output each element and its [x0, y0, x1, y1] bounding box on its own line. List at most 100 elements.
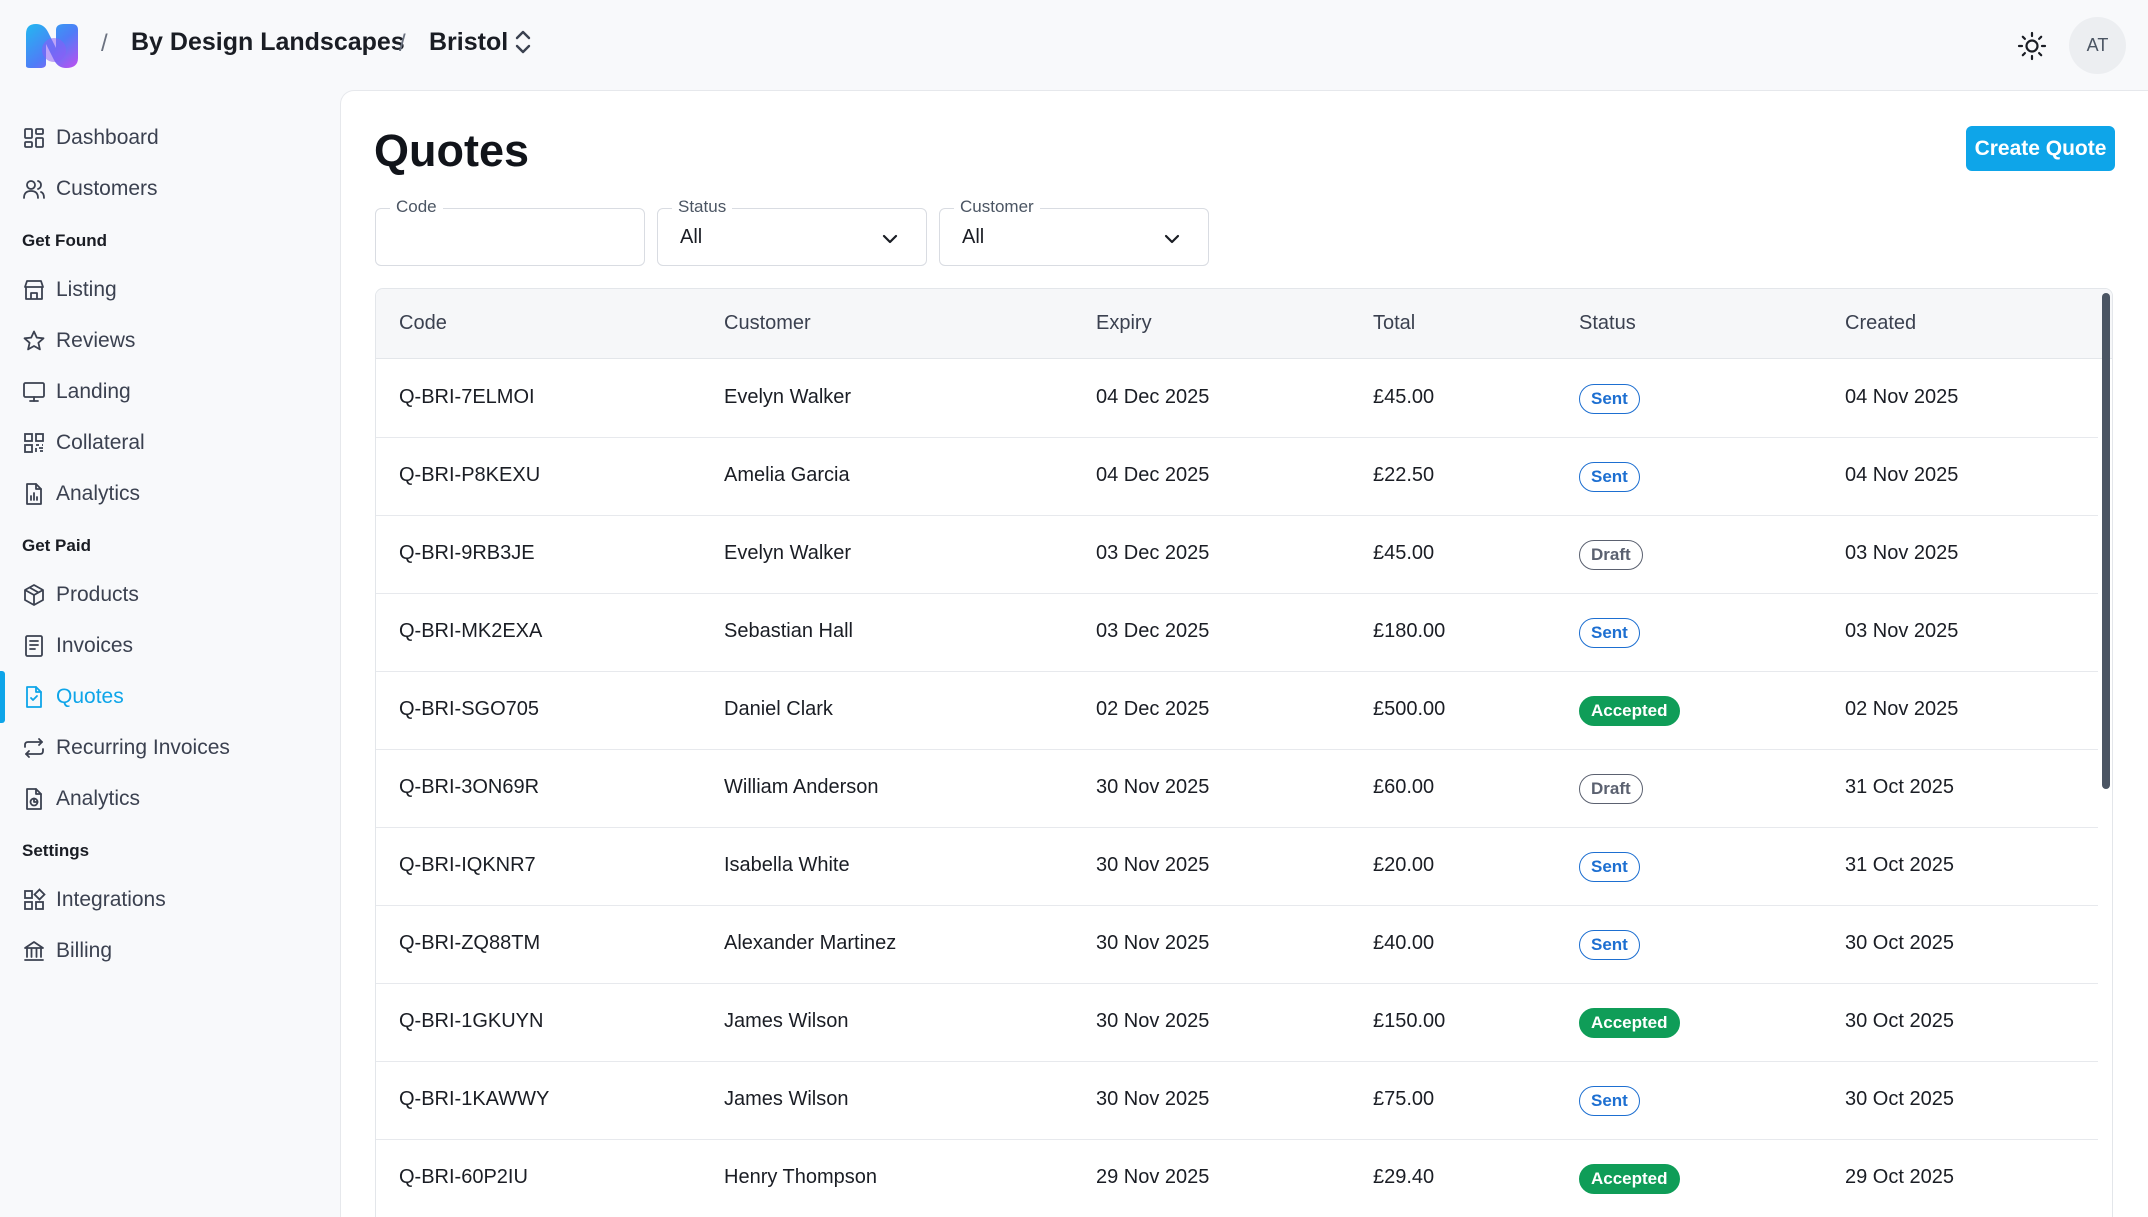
quote-expiry: 03 Dec 2025	[1096, 620, 1210, 642]
quote-customer: Evelyn Walker	[724, 386, 852, 408]
quote-total: £75.00	[1373, 1088, 1435, 1110]
quote-expiry: 30 Nov 2025	[1096, 1010, 1210, 1032]
status-badge: Accepted	[1579, 1164, 1680, 1194]
quote-customer: Evelyn Walker	[724, 542, 852, 564]
quote-code: Q-BRI-7ELMOI	[399, 386, 535, 408]
status-badge: Sent	[1579, 618, 1640, 648]
code-filter-input[interactable]	[386, 225, 626, 248]
sidebar-item-quotes[interactable]: Quotes	[22, 677, 124, 717]
quote-expiry: 03 Dec 2025	[1096, 542, 1210, 564]
chevron-down-icon	[1164, 234, 1180, 244]
sidebar-item-analytics-paid[interactable]: Analytics	[22, 779, 140, 819]
quote-created: 30 Oct 2025	[1845, 932, 1954, 954]
sidebar-item-label: Listing	[56, 278, 117, 301]
table-row[interactable]: Q-BRI-MK2EXA Sebastian Hall 03 Dec 2025 £18…	[376, 594, 2098, 672]
sidebar-item-label: Reviews	[56, 329, 136, 352]
monitor-icon	[23, 382, 45, 402]
sidebar-item-integrations[interactable]: Integrations	[22, 880, 166, 920]
sidebar-item-label: Recurring Invoices	[56, 736, 230, 759]
quote-created: 03 Nov 2025	[1845, 542, 1959, 564]
user-avatar[interactable]: AT	[2069, 17, 2126, 74]
table-row[interactable]: Q-BRI-ZQ88TM Alexander Martinez 30 Nov 202…	[376, 906, 2098, 984]
status-badge: Draft	[1579, 774, 1643, 804]
location-switcher-icon[interactable]	[512, 28, 534, 56]
code-filter[interactable]: Code	[375, 197, 645, 266]
sidebar-item-invoices[interactable]: Invoices	[22, 626, 133, 666]
status-filter[interactable]: Status All	[657, 197, 927, 266]
table-row[interactable]: Q-BRI-1KAWWY James Wilson 30 Nov 2025 £75.0…	[376, 1062, 2098, 1140]
quote-code: Q-BRI-1GKUYN	[399, 1010, 544, 1032]
quote-total: £60.00	[1373, 776, 1435, 798]
main-panel: Quotes Create Quote Code Status All Cust…	[340, 90, 2148, 1217]
quote-created: 03 Nov 2025	[1845, 620, 1959, 642]
quote-expiry: 30 Nov 2025	[1096, 1088, 1210, 1110]
sidebar-item-customers[interactable]: Customers	[22, 169, 158, 209]
star-icon	[23, 330, 45, 351]
active-indicator	[0, 671, 5, 723]
table-row[interactable]: Q-BRI-9RB3JE Evelyn Walker 03 Dec 2025 £45.…	[376, 516, 2098, 594]
column-header-status[interactable]: Status	[1579, 312, 1636, 334]
status-badge: Sent	[1579, 852, 1640, 882]
column-header-total[interactable]: Total	[1373, 312, 1416, 334]
sidebar-item-listing[interactable]: Listing	[22, 270, 117, 310]
location-name[interactable]: Bristol	[429, 28, 509, 56]
quote-total: £22.50	[1373, 464, 1435, 486]
quote-code: Q-BRI-MK2EXA	[399, 620, 543, 642]
customer-filter[interactable]: Customer All	[939, 197, 1209, 266]
quote-customer: James Wilson	[724, 1010, 849, 1032]
quote-expiry: 04 Dec 2025	[1096, 464, 1210, 486]
chevron-down-icon	[882, 234, 898, 244]
sidebar-item-label: Integrations	[56, 888, 166, 911]
table-row[interactable]: Q-BRI-SGO705 Daniel Clark 02 Dec 2025 £500.…	[376, 672, 2098, 750]
sidebar-item-products[interactable]: Products	[22, 575, 139, 615]
quote-expiry: 29 Nov 2025	[1096, 1166, 1210, 1188]
sidebar-item-billing[interactable]: Billing	[22, 931, 112, 971]
breadcrumb-separator: /	[101, 30, 108, 57]
sidebar-item-dashboard[interactable]: Dashboard	[22, 118, 159, 158]
qr-icon	[24, 433, 44, 453]
sidebar-item-analytics-found[interactable]: Analytics	[22, 474, 140, 514]
quote-total: £150.00	[1373, 1010, 1446, 1032]
quote-expiry: 02 Dec 2025	[1096, 698, 1210, 720]
customer-filter-value: All	[962, 226, 985, 248]
column-header-created[interactable]: Created	[1845, 312, 1917, 334]
table-row[interactable]: Q-BRI-7ELMOI Evelyn Walker 04 Dec 2025 £45.…	[376, 360, 2098, 438]
quote-total: £40.00	[1373, 932, 1435, 954]
table-row[interactable]: Q-BRI-60P2IU Henry Thompson 29 Nov 2025 £29…	[376, 1140, 2098, 1217]
create-quote-button[interactable]: Create Quote	[1966, 126, 2115, 171]
chart-file-icon	[26, 483, 42, 505]
sidebar-item-label: Landing	[56, 380, 131, 403]
sidebar-item-label: Billing	[56, 939, 113, 962]
table-row[interactable]: Q-BRI-3ON69R William Anderson 30 Nov 2025 £…	[376, 750, 2098, 828]
quote-code: Q-BRI-60P2IU	[399, 1166, 528, 1188]
org-name[interactable]: By Design Landscapes	[131, 28, 405, 56]
sidebar-item-collateral[interactable]: Collateral	[22, 423, 145, 463]
sidebar-item-recurring-invoices[interactable]: Recurring Invoices	[22, 728, 230, 768]
quote-total: £45.00	[1373, 386, 1435, 408]
sidebar-item-reviews[interactable]: Reviews	[22, 321, 135, 361]
table-row[interactable]: Q-BRI-1GKUYN James Wilson 30 Nov 2025 £150.…	[376, 984, 2098, 1062]
bank-icon	[24, 941, 44, 961]
quote-expiry: 30 Nov 2025	[1096, 932, 1210, 954]
quote-expiry: 30 Nov 2025	[1096, 776, 1210, 798]
quote-total: £45.00	[1373, 542, 1435, 564]
table-row[interactable]: Q-BRI-IQKNR7 Isabella White 30 Nov 2025 £20…	[376, 828, 2098, 906]
sidebar-item-label: Invoices	[56, 634, 134, 657]
status-badge: Sent	[1579, 1086, 1640, 1116]
quote-customer: Henry Thompson	[724, 1166, 878, 1188]
column-header-customer[interactable]: Customer	[724, 312, 811, 334]
app-logo-icon[interactable]	[22, 20, 80, 70]
box-icon	[24, 584, 44, 606]
table-scrollbar[interactable]	[2102, 293, 2110, 789]
quote-customer: William Anderson	[724, 776, 879, 798]
theme-toggle-icon[interactable]	[2017, 31, 2047, 61]
status-filter-label: Status	[672, 197, 733, 217]
sidebar-item-landing[interactable]: Landing	[22, 372, 131, 412]
table-row[interactable]: Q-BRI-P8KEXU Amelia Garcia 04 Dec 2025 £22.…	[376, 438, 2098, 516]
column-header-code[interactable]: Code	[399, 312, 447, 334]
sidebar-item-label: Collateral	[56, 431, 145, 454]
quote-total: £500.00	[1373, 698, 1446, 720]
quotes-table: Code Customer Expiry Total Status Create…	[375, 288, 2113, 1217]
column-header-expiry[interactable]: Expiry	[1096, 312, 1152, 334]
sidebar: Dashboard Customers Get Found Listing Re…	[0, 90, 340, 1217]
